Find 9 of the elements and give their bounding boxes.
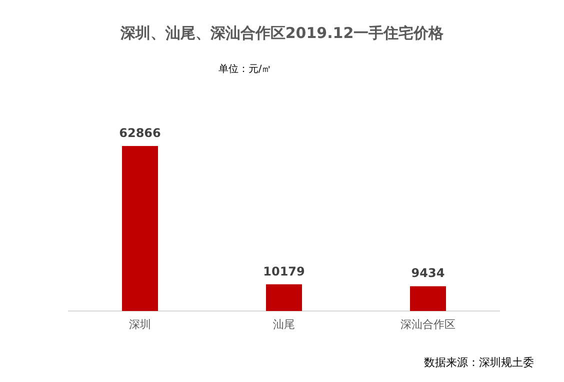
chart-title: 深圳、汕尾、深汕合作区2019.12一手住宅价格 (119, 24, 445, 42)
x-tick-label: 汕尾 (273, 318, 295, 331)
data-label: 10179 (263, 264, 305, 278)
chart-subtitle: 单位：元/㎡ (218, 63, 272, 75)
x-tick-label: 深圳 (129, 318, 151, 331)
source-note: 数据来源：深圳规土委 (424, 356, 534, 369)
data-label: 62866 (119, 126, 161, 140)
x-tick-label: 深汕合作区 (400, 318, 456, 331)
data-label: 9434 (411, 266, 445, 280)
